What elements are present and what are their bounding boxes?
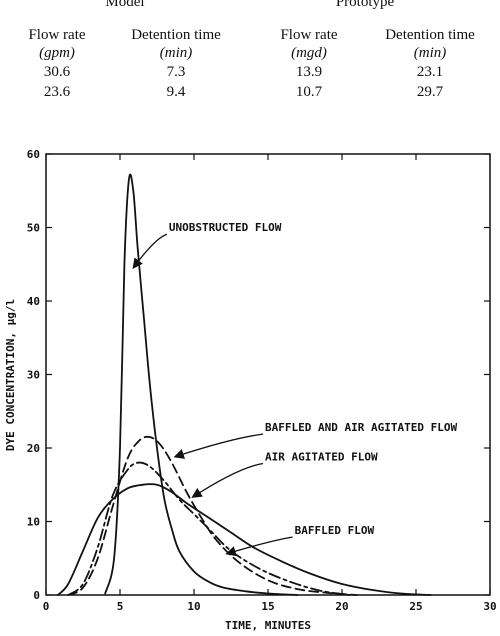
- y-tick-label: 50: [27, 222, 40, 235]
- y-tick-label: 0: [33, 589, 40, 602]
- column-unit: (min): [159, 45, 193, 61]
- prototype-group-title: Prototype: [335, 0, 395, 10]
- plot-frame: [45, 153, 491, 596]
- column-label: Detention time: [385, 27, 475, 43]
- x-tick-label: 0: [43, 600, 50, 613]
- dye-concentration-chart: 0 5 10 15 20 25 30 0 10 20 30 40 50 60 UNOBSTRUCTED F…: [4, 148, 497, 632]
- series-line-baffled-and-air-agitated-flow: [67, 435, 358, 596]
- y-tick-label: 40: [27, 295, 40, 308]
- annotation-arrow: [132, 233, 168, 269]
- x-tick-label: 25: [409, 600, 422, 613]
- series-line-unobstructed-flow: [104, 173, 299, 596]
- series-group: [56, 173, 432, 596]
- annotation-baffled-and-air-agitated-flow: BAFFLED AND AIR AGITATED FLOW: [265, 421, 457, 434]
- annotation-unobstructed-flow: UNOBSTRUCTED FLOW: [169, 221, 282, 234]
- column-unit: (min): [413, 45, 447, 61]
- x-axis-title: TIME, MINUTES: [225, 619, 311, 632]
- x-tick-label: 5: [117, 600, 124, 613]
- model-detention-time-header: Detention time (min): [116, 26, 236, 62]
- table-cell: 23.6: [43, 84, 71, 100]
- annotations: UNOBSTRUCTED FLOW BAFFLED AND AIR AGITATE…: [132, 221, 457, 557]
- annotation-arrow: [173, 433, 264, 459]
- axis-ticks: 0 5 10 15 20 25 30 0 10 20 30 40 50 60: [27, 148, 497, 613]
- model-group-title: Model: [105, 0, 145, 10]
- x-tick-label: 30: [483, 600, 496, 613]
- prototype-flow-rate-header: Flow rate (mgd): [264, 26, 354, 62]
- table-cell: 29.7: [416, 84, 444, 100]
- parameter-table: Model Prototype Flow rate (gpm) Detentio…: [0, 0, 500, 110]
- x-tick-label: 10: [187, 600, 200, 613]
- y-axis-title: DYE CONCENTRATION, µg/l: [4, 299, 17, 451]
- annotation-arrow: [225, 536, 293, 557]
- column-unit: (mgd): [291, 45, 327, 61]
- y-tick-label: 10: [27, 516, 40, 529]
- table-cell: 7.3: [166, 64, 186, 80]
- table-cell: 9.4: [166, 84, 186, 100]
- column-label: Flow rate: [28, 27, 86, 43]
- annotation-arrow: [191, 462, 264, 498]
- column-unit: (gpm): [39, 45, 75, 61]
- column-label: Flow rate: [280, 27, 338, 43]
- table-cell: 23.1: [416, 64, 444, 80]
- y-tick-label: 30: [27, 369, 40, 382]
- table-cell: 30.6: [43, 64, 71, 80]
- table-cell: 13.9: [295, 64, 323, 80]
- series-line-baffled-flow: [56, 483, 432, 596]
- annotation-air-agitated-flow: AIR AGITATED FLOW: [265, 450, 378, 463]
- x-tick-label: 20: [335, 600, 348, 613]
- x-tick-label: 15: [261, 600, 274, 613]
- prototype-detention-time-header: Detention time (min): [370, 26, 490, 62]
- y-tick-label: 20: [27, 442, 40, 455]
- column-label: Detention time: [131, 27, 221, 43]
- annotation-baffled-flow: BAFFLED FLOW: [295, 524, 375, 537]
- table-cell: 10.7: [295, 84, 323, 100]
- series-line-air-agitated-flow: [67, 461, 351, 596]
- y-tick-label: 60: [27, 148, 40, 161]
- model-flow-rate-header: Flow rate (gpm): [12, 26, 102, 62]
